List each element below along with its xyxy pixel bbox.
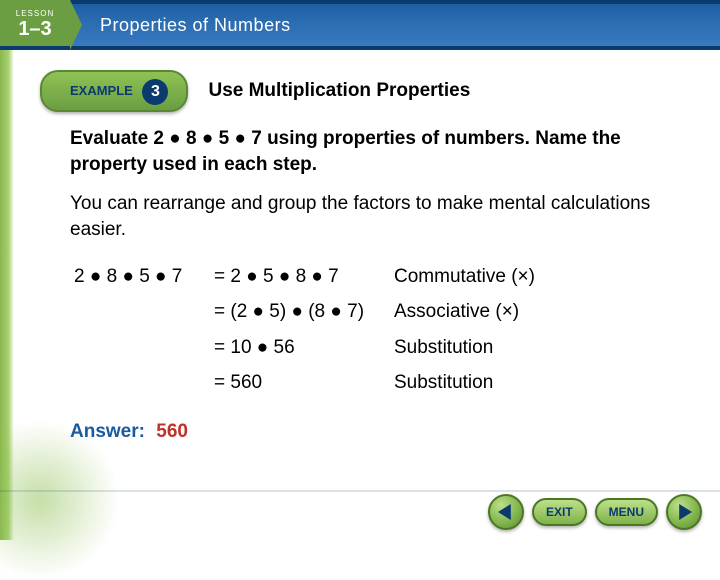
step-row: = 560 Substitution — [70, 365, 670, 401]
exit-button[interactable]: EXIT — [532, 498, 587, 526]
step-expr: = 560 — [210, 365, 390, 401]
step-expr: = 2 ● 5 ● 8 ● 7 — [210, 259, 390, 295]
triangle-left-icon — [498, 504, 514, 520]
step-lhs-empty — [70, 365, 210, 401]
step-prop: Commutative (×) — [390, 259, 670, 295]
step-row: = 10 ● 56 Substitution — [70, 330, 670, 366]
step-prop: Associative (×) — [390, 294, 670, 330]
step-lhs: 2 ● 8 ● 5 ● 7 — [70, 259, 210, 295]
nav-bar: EXIT MENU — [488, 494, 702, 530]
step-lhs-empty — [70, 294, 210, 330]
next-button[interactable] — [666, 494, 702, 530]
lesson-number: 1–3 — [18, 18, 51, 41]
steps-table: 2 ● 8 ● 5 ● 7 = 2 ● 5 ● 8 ● 7 Commutativ… — [70, 259, 670, 402]
answer-row: Answer: 560 — [70, 419, 670, 445]
example-badge-label: EXAMPLE — [70, 83, 133, 98]
lesson-label: LESSON — [16, 9, 54, 18]
answer-value: 560 — [156, 421, 188, 442]
triangle-right-icon — [676, 504, 692, 520]
top-banner: LESSON 1–3 Properties of Numbers — [0, 0, 720, 50]
banner-border — [0, 0, 720, 4]
step-row: 2 ● 8 ● 5 ● 7 = 2 ● 5 ● 8 ● 7 Commutativ… — [70, 259, 670, 295]
explain-text: You can rearrange and group the factors … — [70, 191, 670, 242]
step-prop: Substitution — [390, 365, 670, 401]
prompt-text: Evaluate 2 ● 8 ● 5 ● 7 using properties … — [70, 126, 670, 177]
prev-button[interactable] — [488, 494, 524, 530]
menu-button[interactable]: MENU — [595, 498, 658, 526]
bottom-divider — [0, 490, 720, 492]
step-row: = (2 ● 5) ● (8 ● 7) Associative (×) — [70, 294, 670, 330]
menu-label: MENU — [609, 505, 644, 519]
content-area: Evaluate 2 ● 8 ● 5 ● 7 using properties … — [0, 112, 720, 445]
step-lhs-empty — [70, 330, 210, 366]
glow-decoration — [0, 420, 120, 580]
example-badge: EXAMPLE 3 — [40, 70, 188, 112]
step-expr: = (2 ● 5) ● (8 ● 7) — [210, 294, 390, 330]
lesson-tab: LESSON 1–3 — [0, 0, 70, 50]
step-expr: = 10 ● 56 — [210, 330, 390, 366]
example-header: EXAMPLE 3 Use Multiplication Properties — [40, 70, 720, 112]
section-title: Use Multiplication Properties — [208, 80, 470, 102]
example-badge-number: 3 — [142, 79, 168, 105]
step-prop: Substitution — [390, 330, 670, 366]
banner-title: Properties of Numbers — [100, 15, 291, 36]
exit-label: EXIT — [546, 505, 573, 519]
banner-border — [0, 46, 720, 50]
